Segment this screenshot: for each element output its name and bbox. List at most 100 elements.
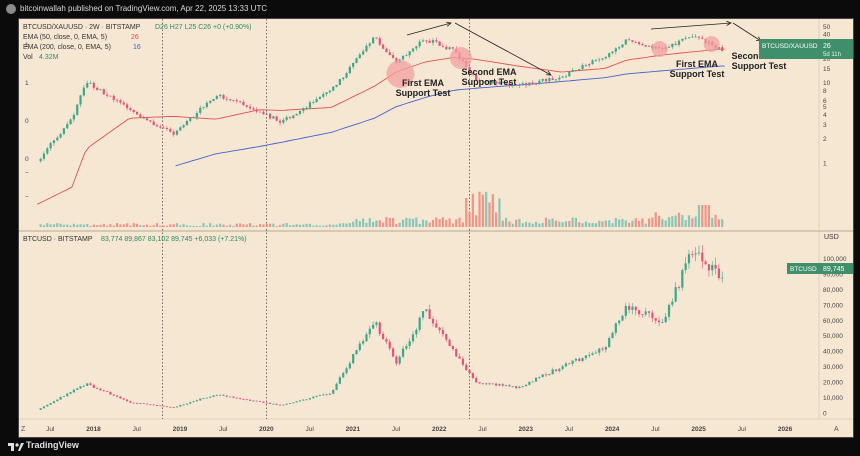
- bottom-price-tick: 10,000: [823, 395, 843, 402]
- volume-bar: [119, 224, 122, 227]
- top-legend: BTCUSD/XAUUSD · 2W · BITSTAMP D26 H27 L2…: [23, 24, 252, 61]
- time-tick: Jul: [392, 426, 401, 433]
- volume-bar: [674, 215, 677, 227]
- ratio-candle: [56, 137, 59, 141]
- ratio-candle: [325, 92, 328, 94]
- ratio-candle: [624, 39, 627, 45]
- ema-test-circle-1: [386, 60, 415, 88]
- ratio-candle: [421, 40, 425, 42]
- btc-candle: [491, 383, 494, 385]
- ratio-candle: [229, 99, 232, 101]
- btc-candle: [209, 396, 212, 398]
- volume-bar: [495, 212, 498, 227]
- currency-label: USD: [824, 234, 839, 241]
- ratio-candle: [192, 117, 195, 119]
- ratio-candle: [671, 43, 674, 48]
- btc-candle: [465, 364, 468, 371]
- btc-candle: [518, 386, 521, 388]
- volume-bar: [687, 215, 691, 227]
- ratio-candle: [46, 148, 49, 154]
- annotation-2: Second EMA Support Test: [461, 67, 517, 87]
- volume-bar: [129, 225, 132, 227]
- volume-bar: [295, 224, 298, 227]
- ratio-candle: [445, 46, 448, 50]
- volume-bar: [561, 222, 564, 227]
- ratio-candle: [431, 40, 435, 43]
- volume-bar: [521, 223, 524, 227]
- volume-bar: [262, 224, 265, 227]
- volume-bar: [92, 224, 95, 227]
- volume-bar: [594, 223, 597, 227]
- btc-candle: [441, 330, 445, 335]
- top-price-tick: 2: [823, 136, 827, 143]
- volume-bar: [365, 222, 368, 227]
- trend-arrow-1: [406, 22, 452, 36]
- btc-candle: [328, 393, 332, 395]
- volume-bar: [468, 211, 471, 227]
- ratio-candle: [342, 77, 345, 80]
- auto-scale-icon[interactable]: A: [834, 426, 839, 433]
- ratio-candle: [116, 99, 119, 101]
- ema-test-circle-2: [449, 47, 472, 69]
- volume-bar: [531, 223, 534, 227]
- volume-bar: [159, 225, 162, 227]
- btc-candle: [358, 343, 361, 351]
- ratio-candle: [122, 102, 125, 105]
- btc-candle: [365, 334, 368, 342]
- ratio-candle: [268, 113, 272, 119]
- ratio-candle: [318, 96, 322, 100]
- volume-bar: [677, 212, 681, 227]
- btc-candle: [717, 268, 721, 278]
- ema200-legend-value: 16: [133, 44, 141, 51]
- volume-bar: [641, 218, 644, 227]
- volume-bar: [322, 225, 325, 227]
- top-price-tick: 6: [823, 98, 827, 105]
- ratio-candle: [185, 120, 189, 126]
- volume-bar: [671, 216, 674, 227]
- btc-candle: [245, 399, 248, 401]
- chart-area[interactable]: First EMA Support Test Second EMA Support T…: [18, 18, 854, 438]
- volume-bar: [478, 191, 481, 227]
- ratio-candle: [202, 106, 205, 108]
- ratio-candle: [382, 44, 385, 49]
- ratio-candle: [435, 40, 438, 42]
- btc-candle: [694, 253, 697, 255]
- btc-candle: [212, 395, 215, 397]
- volume-bar: [621, 219, 624, 227]
- ratio-candle: [514, 84, 518, 86]
- bottom-price-tick: 60,000: [823, 318, 843, 325]
- btc-candle: [62, 396, 66, 397]
- volume-bar: [415, 217, 418, 227]
- ratio-candle: [355, 58, 358, 63]
- annotation-line: Second EMA: [461, 67, 517, 77]
- bottom-price-tick: 50,000: [823, 333, 843, 340]
- btc-candle: [468, 370, 471, 374]
- ratio-candle: [641, 44, 644, 46]
- trend-arrow-head-3: [726, 20, 732, 26]
- btc-candle: [455, 349, 458, 357]
- btc-candle: [448, 339, 451, 347]
- ratio-candle: [109, 95, 112, 97]
- btc-candle: [255, 400, 258, 402]
- annotation-line: First EMA: [402, 78, 445, 88]
- timezone-icon[interactable]: Z: [21, 426, 26, 433]
- volume-bar: [508, 221, 511, 227]
- ratio-candle: [501, 81, 504, 83]
- btc-candle: [109, 391, 112, 395]
- volume-bar: [222, 224, 225, 227]
- ratio-candle: [79, 95, 82, 105]
- btc-candle: [445, 334, 448, 340]
- left-scale-tick: −: [25, 170, 29, 177]
- btc-candle: [598, 348, 601, 353]
- btc-candle: [305, 399, 308, 401]
- btc-candle: [674, 287, 677, 302]
- btc-candle: [315, 395, 318, 397]
- volume-bar: [667, 217, 671, 227]
- ratio-candle: [561, 76, 564, 78]
- btc-candle: [179, 405, 182, 407]
- ema-lines: [37, 48, 725, 205]
- time-tick: 2018: [86, 426, 101, 433]
- btc-candle: [511, 386, 514, 388]
- btc-candle: [634, 306, 637, 311]
